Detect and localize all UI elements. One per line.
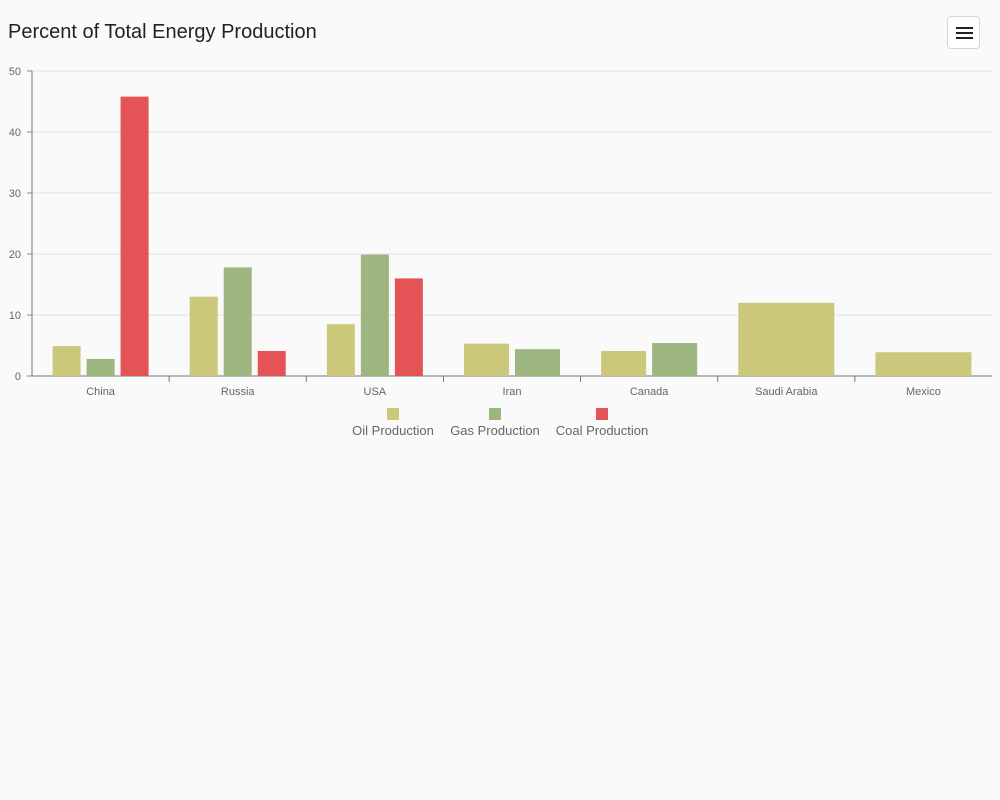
bar-oil-production-mexico[interactable] [875, 352, 972, 376]
gridlines [32, 70, 992, 316]
bar-oil-production-saudi-arabia[interactable] [738, 302, 835, 376]
legend-label: Gas Production [450, 423, 540, 438]
legend-item-gas-production[interactable]: Gas Production [450, 408, 540, 438]
y-tick-label: 10 [9, 310, 21, 322]
legend-label: Oil Production [352, 423, 434, 438]
bar-gas-production-iran[interactable] [515, 349, 560, 376]
legend-item-oil-production[interactable]: Oil Production [352, 408, 434, 438]
x-category-label: Iran [503, 386, 522, 398]
x-category-label: Saudi Arabia [755, 386, 818, 398]
y-tick-label: 50 [9, 66, 21, 78]
x-category-label: Russia [221, 386, 256, 398]
bar-gas-production-canada[interactable] [652, 343, 698, 376]
bar-oil-production-canada[interactable] [601, 350, 647, 376]
chart-menu-button[interactable] [947, 16, 980, 49]
legend: Oil Production Gas Production Coal Product… [352, 408, 648, 438]
x-category-label: China [86, 386, 116, 398]
chart-title: Percent of Total Energy Production [8, 21, 317, 43]
y-tick-label: 0 [15, 371, 21, 383]
bar-coal-production-china[interactable] [120, 96, 149, 377]
bar-coal-production-russia[interactable] [257, 350, 286, 376]
bar-gas-production-usa[interactable] [360, 254, 389, 376]
y-tick-label: 20 [9, 249, 21, 261]
axis-labels: 0 10 20 30 40 50 China Russia USA Iran Canada Saudi… [9, 66, 941, 398]
legend-swatch [596, 408, 608, 420]
legend-swatch [387, 408, 399, 420]
bar-gas-production-china[interactable] [86, 358, 115, 376]
bar-oil-production-usa[interactable] [326, 324, 355, 376]
bar-oil-production-russia[interactable] [189, 296, 218, 376]
bar-oil-production-china[interactable] [52, 346, 81, 376]
x-category-label: Canada [630, 386, 669, 398]
y-tick-label: 40 [9, 127, 21, 139]
bars [52, 96, 972, 377]
bar-gas-production-russia[interactable] [223, 267, 252, 376]
bar-oil-production-iran[interactable] [464, 343, 509, 376]
legend-label: Coal Production [556, 423, 649, 438]
y-tick-label: 30 [9, 188, 21, 200]
bar-coal-production-usa[interactable] [394, 278, 423, 376]
axes [27, 70, 992, 382]
x-category-label: Mexico [906, 386, 941, 398]
legend-swatch [489, 408, 501, 420]
hamburger-menu-icon [956, 27, 973, 40]
x-category-label: USA [364, 386, 387, 398]
legend-item-coal-production[interactable]: Coal Production [556, 408, 649, 438]
